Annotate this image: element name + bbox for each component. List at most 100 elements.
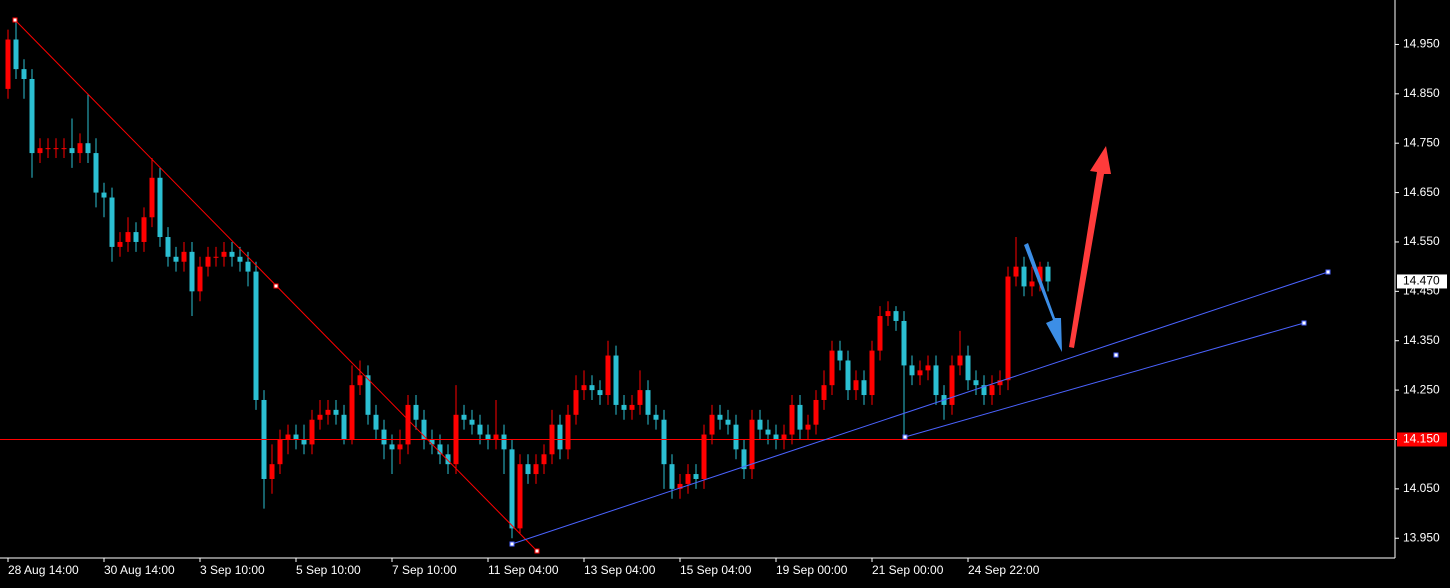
y-tick-label: 14.950 (1403, 37, 1440, 51)
candle-body (1005, 276, 1011, 381)
candle-body (341, 414, 347, 440)
candle-body (933, 365, 939, 396)
candle-body (461, 414, 467, 420)
candle-body (61, 148, 67, 150)
candle-body (637, 390, 643, 405)
candle-body (957, 355, 963, 366)
candle-body (69, 148, 75, 154)
candle-body (677, 483, 683, 489)
candle-body (621, 404, 627, 410)
candle-body (533, 464, 539, 475)
candle-body (1021, 266, 1027, 287)
candle-body (573, 390, 579, 415)
candle-body (1045, 266, 1051, 282)
candle-body (53, 148, 59, 150)
candle-body (509, 449, 515, 529)
anchor (509, 541, 515, 547)
anchor (273, 283, 279, 289)
candle-body (469, 419, 475, 425)
candle-body (173, 256, 179, 262)
candle-body (997, 380, 1003, 386)
candle-body (605, 355, 611, 396)
candle-body (245, 261, 251, 272)
candle-body (525, 464, 531, 475)
candle-body (725, 419, 731, 425)
x-tick-label: 19 Sep 00:00 (776, 563, 848, 577)
candle-body (485, 434, 491, 440)
x-tick-label: 24 Sep 22:00 (968, 563, 1040, 577)
trend-line (511, 271, 1329, 545)
candle-body (109, 197, 115, 247)
candle-body (93, 153, 99, 193)
candle-body (901, 320, 907, 366)
candle-body (285, 434, 291, 440)
candle-body (317, 414, 323, 420)
candle-body (325, 409, 331, 415)
candle-body (197, 266, 203, 292)
candle-body (773, 434, 779, 440)
candle-body (685, 474, 691, 484)
candle-body (205, 256, 211, 267)
candle-body (749, 419, 755, 470)
candle-body (229, 251, 235, 257)
anchor (1325, 269, 1331, 275)
candle-body (757, 419, 763, 430)
candle-body (349, 385, 355, 440)
candle-body (813, 399, 819, 425)
candle-body (309, 419, 315, 445)
up-arrow (1069, 146, 1111, 348)
candle-body (117, 241, 123, 247)
candle-body (77, 143, 83, 154)
candle-body (1029, 281, 1035, 287)
candle-body (741, 449, 747, 470)
candle-body (429, 439, 435, 445)
candle-body (917, 370, 923, 376)
candle-body (1037, 266, 1043, 282)
down-arrow (1024, 243, 1062, 352)
candle-body (157, 177, 163, 238)
candle-body (709, 414, 715, 435)
candle-body (45, 148, 51, 150)
trend-line (904, 322, 1305, 438)
candle-body (389, 444, 395, 450)
drawings (12, 17, 1331, 554)
candle-body (405, 404, 411, 445)
y-tick-label: 14.050 (1403, 481, 1440, 495)
candle-body (589, 385, 595, 391)
anchor (12, 17, 18, 23)
x-tick-label: 28 Aug 14:00 (8, 563, 79, 577)
level-label-box (1397, 432, 1447, 447)
candle-body (765, 429, 771, 435)
candle-body (181, 251, 187, 262)
candle-body (133, 232, 139, 242)
candle-body (1013, 266, 1019, 277)
candle-body (165, 237, 171, 257)
candle-body (221, 251, 227, 257)
candle-body (381, 429, 387, 445)
candle-body (733, 424, 739, 450)
candle-body (821, 385, 827, 400)
candle-body (149, 177, 155, 218)
y-tick-label: 14.350 (1403, 333, 1440, 347)
anchor (534, 548, 540, 554)
level-label: 14.150 (1403, 432, 1440, 446)
candle-body (629, 404, 635, 410)
candle-body (293, 434, 299, 440)
candle-body (949, 365, 955, 405)
candle-body (413, 404, 419, 420)
candle-body (693, 474, 699, 479)
candle-body (853, 380, 859, 391)
candle-body (893, 311, 899, 321)
candle-body (477, 424, 483, 435)
x-tick-label: 21 Sep 00:00 (872, 563, 944, 577)
candle-body (805, 424, 811, 430)
candle-body (213, 256, 219, 258)
candle-body (269, 464, 275, 479)
y-tick-label: 14.850 (1403, 86, 1440, 100)
candle-body (189, 251, 195, 292)
candle-body (981, 385, 987, 396)
candle-body (237, 256, 243, 262)
candle-body (989, 385, 995, 396)
candle-body (581, 385, 587, 391)
